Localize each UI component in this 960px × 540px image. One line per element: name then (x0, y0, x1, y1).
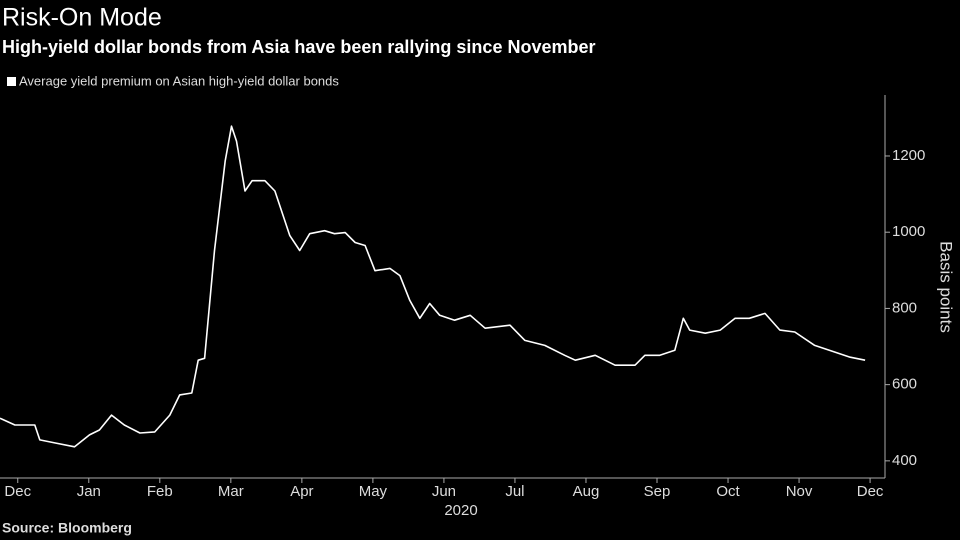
chart-title: Risk-On Mode (2, 4, 162, 32)
y-axis-label: Basis points (937, 241, 956, 333)
source: Source: Bloomberg (2, 520, 132, 536)
legend-label: Average yield premium on Asian high-yiel… (19, 73, 339, 88)
x-tick-label: Nov (786, 483, 813, 500)
x-tick-label: Oct (716, 483, 740, 500)
y-tick-label: 400 (892, 452, 917, 469)
x-tick-label: Dec (4, 483, 31, 500)
line-series (0, 125, 866, 448)
x-tick-label: Aug (573, 483, 600, 500)
x-tick-label: Feb (147, 483, 173, 500)
x-group-label: 2020 (444, 502, 477, 519)
y-tick-label: 800 (892, 299, 917, 316)
x-tick-label: Mar (218, 483, 244, 500)
x-tick-label: May (359, 483, 388, 500)
x-tick-label: Jun (432, 483, 456, 500)
x-tick-label: Jul (505, 483, 524, 500)
y-tick-label: 1000 (892, 223, 925, 240)
x-tick-label: Apr (290, 483, 313, 500)
legend-swatch (7, 77, 16, 86)
x-tick-label: Dec (857, 483, 884, 500)
y-tick-label: 1200 (892, 147, 925, 164)
chart-subtitle: High-yield dollar bonds from Asia have b… (2, 37, 595, 57)
x-tick-label: Sep (644, 483, 671, 500)
y-tick-label: 600 (892, 376, 917, 393)
x-tick-label: Jan (77, 483, 101, 500)
